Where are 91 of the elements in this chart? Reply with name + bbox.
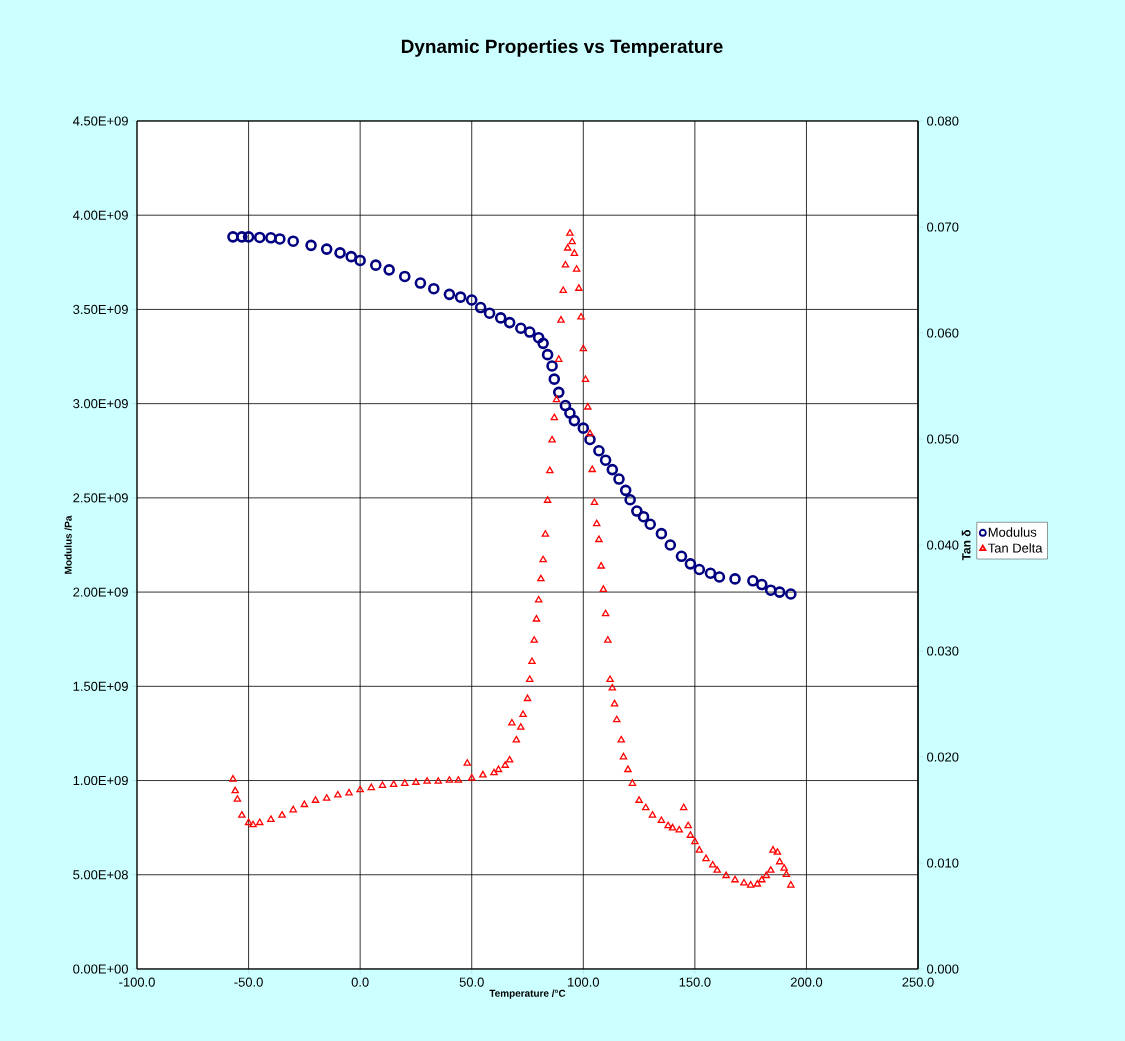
point — [474, 301, 487, 314]
point — [593, 444, 605, 457]
point — [785, 588, 797, 600]
point — [242, 231, 255, 243]
point — [414, 277, 427, 289]
point — [398, 270, 411, 283]
point — [274, 233, 286, 245]
point — [523, 326, 536, 338]
point — [624, 493, 636, 506]
y2-tick-label: 0.020 — [927, 752, 959, 762]
y-tick-label: 2.50E+09 — [73, 493, 128, 503]
point — [345, 250, 358, 263]
point — [546, 360, 558, 372]
point — [265, 232, 277, 244]
y-tick-label: 1.50E+09 — [73, 681, 128, 691]
y2-axis-title: Tan δ — [961, 530, 971, 561]
y-tick-label: 4.00E+09 — [72, 210, 128, 220]
point — [383, 264, 395, 276]
point — [655, 527, 668, 540]
point — [756, 578, 768, 591]
point — [664, 539, 677, 551]
legend-label: Tan Delta — [988, 543, 1043, 553]
point — [773, 586, 786, 598]
point — [320, 243, 333, 255]
point — [713, 571, 726, 583]
point — [454, 291, 467, 303]
point — [541, 348, 554, 361]
point — [503, 316, 516, 329]
y2-tick-label: 0.060 — [927, 328, 959, 338]
x-tick-label: 250.0 — [902, 977, 934, 987]
x-axis-title: Temperature /°C — [489, 989, 566, 999]
y2-tick-label: 0.030 — [927, 646, 959, 656]
point — [606, 463, 619, 476]
point — [305, 239, 317, 252]
x-tick-label: 0.0 — [351, 977, 369, 987]
y-tick-label: 5.00E+08 — [73, 870, 128, 880]
point — [704, 567, 717, 580]
point — [764, 584, 777, 597]
point — [564, 407, 576, 419]
y2-tick-label: 0.000 — [927, 964, 959, 974]
point — [747, 574, 759, 587]
point — [369, 259, 382, 271]
y2-tick-label: 0.050 — [927, 434, 959, 444]
y-tick-label: 1.00E+09 — [73, 775, 128, 786]
x-tick-label: 200.0 — [790, 977, 823, 987]
y-tick-label: 0.00E+00 — [73, 964, 128, 974]
point — [693, 563, 706, 576]
point — [644, 518, 657, 531]
point — [334, 247, 346, 259]
point — [537, 337, 549, 350]
x-tick-label: -100.0 — [119, 977, 155, 987]
legend-label: Modulus — [988, 527, 1037, 537]
y2-tick-label: 0.070 — [927, 222, 959, 232]
point — [236, 231, 248, 243]
point — [568, 414, 581, 427]
point — [684, 558, 697, 570]
point — [227, 231, 239, 243]
y2-tick-label: 0.010 — [927, 858, 959, 868]
point — [613, 473, 625, 485]
point — [631, 505, 643, 517]
point — [729, 573, 741, 585]
point — [494, 312, 507, 324]
point — [548, 373, 561, 385]
point — [253, 231, 266, 244]
point — [443, 288, 456, 301]
x-tick-label: 100.0 — [568, 977, 599, 987]
y2-tick-label: 0.040 — [927, 540, 959, 550]
point — [287, 235, 300, 248]
y-tick-label: 4.50E+09 — [72, 116, 128, 126]
point — [637, 510, 650, 523]
point — [559, 399, 572, 412]
y-axis-title: Modulus /Pa — [64, 515, 72, 574]
point — [619, 484, 632, 497]
y-tick-label: 3.50E+09 — [73, 304, 128, 315]
point — [552, 386, 565, 399]
point — [515, 322, 527, 335]
chart-title: Dynamic Properties vs Temperature — [401, 39, 723, 57]
x-tick-label: -50.0 — [234, 977, 263, 987]
point — [354, 254, 366, 267]
point — [675, 550, 688, 563]
y-tick-label: 2.00E+09 — [73, 587, 128, 597]
point — [483, 307, 496, 319]
x-tick-label: 50.0 — [459, 977, 484, 987]
point — [532, 331, 545, 344]
point — [577, 422, 590, 434]
y-tick-label: 3.00E+09 — [73, 399, 128, 409]
point — [465, 294, 478, 306]
point — [427, 282, 440, 295]
point — [599, 454, 612, 466]
y2-tick-label: 0.080 — [927, 116, 959, 126]
x-tick-label: 150.0 — [679, 977, 711, 987]
